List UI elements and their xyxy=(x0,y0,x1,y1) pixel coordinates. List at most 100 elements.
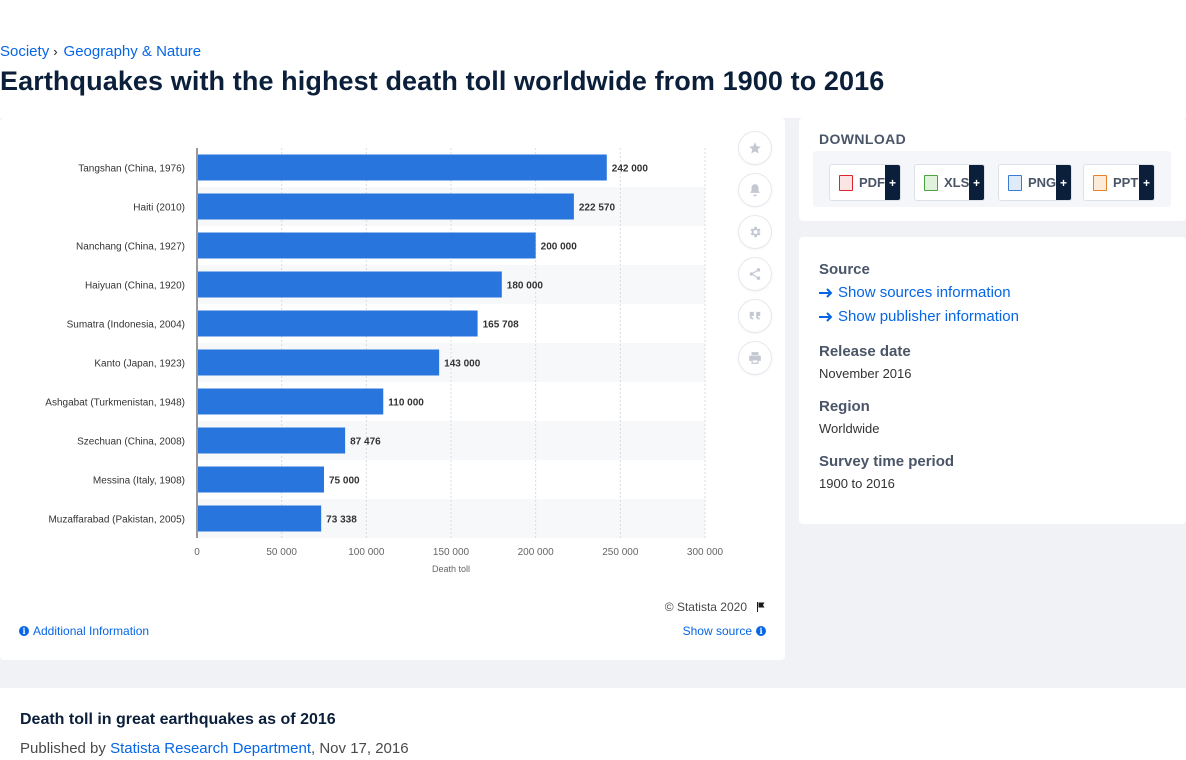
published-by-label: Published by xyxy=(20,740,106,757)
show-publisher-link[interactable]: Show publisher information xyxy=(819,308,1019,325)
show-sources-label: Show sources information xyxy=(838,284,1011,301)
ppt-file-icon xyxy=(1093,174,1107,191)
copyright-text: © Statista 2020 xyxy=(664,600,747,614)
quote-icon xyxy=(749,311,761,320)
category-label: Messina (Italy, 1908) xyxy=(93,476,185,487)
release-date-label: Release date xyxy=(819,343,911,360)
copyright-notice: © Statista 2020 xyxy=(665,600,767,614)
show-sources-link[interactable]: Show sources information xyxy=(819,284,1011,301)
bar xyxy=(198,349,440,376)
breadcrumb-separator: › xyxy=(53,44,58,59)
survey-period-label: Survey time period xyxy=(819,453,955,470)
data-label: 75 000 xyxy=(329,476,360,487)
cite-button[interactable] xyxy=(739,300,771,332)
category-label: Nanchang (China, 1927) xyxy=(76,242,185,253)
region-value: Worldwide xyxy=(819,421,880,436)
x-tick-label: 150 000 xyxy=(433,547,470,558)
x-axis-label: Death toll xyxy=(432,564,470,574)
gear-icon xyxy=(750,226,761,238)
show-publisher-label: Show publisher information xyxy=(838,308,1019,325)
additional-information-label: Additional Information xyxy=(33,624,150,638)
bell-icon xyxy=(750,184,760,197)
x-tick-label: 300 000 xyxy=(687,547,724,558)
show-source-label: Show source xyxy=(682,624,752,638)
bar xyxy=(198,193,574,220)
breadcrumb-geography-nature[interactable]: Geography & Nature xyxy=(63,43,202,60)
top-band xyxy=(0,0,1186,118)
breadcrumb-society[interactable]: Society xyxy=(0,43,50,60)
category-label: Sumatra (Indonesia, 2004) xyxy=(67,320,185,331)
arrow-right-icon xyxy=(819,311,833,322)
category-label: Ashgabat (Turkmenistan, 1948) xyxy=(45,398,185,409)
source-label: Source xyxy=(819,261,870,278)
settings-button[interactable] xyxy=(739,216,771,248)
print-button[interactable] xyxy=(739,342,771,374)
bar xyxy=(198,427,346,454)
category-label: Kanto (Japan, 1923) xyxy=(94,359,185,370)
data-label: 222 570 xyxy=(579,203,616,214)
category-label: Muzaffarabad (Pakistan, 2005) xyxy=(48,515,185,526)
data-label: 242 000 xyxy=(612,164,649,175)
survey-period-value: 1900 to 2016 xyxy=(819,476,895,491)
download-png-button[interactable]: PNG + xyxy=(998,164,1072,201)
category-label: Haiti (2010) xyxy=(133,203,185,214)
bar xyxy=(198,466,324,493)
statistic-info-card: Source Show sources information Show pub… xyxy=(799,237,1186,524)
x-tick-label: 100 000 xyxy=(348,547,385,558)
data-label: 110 000 xyxy=(388,398,424,409)
bar xyxy=(198,232,536,259)
download-ppt-button[interactable]: PPT + xyxy=(1083,164,1155,201)
bar xyxy=(198,154,607,181)
data-label: 200 000 xyxy=(541,242,578,253)
bar xyxy=(198,388,384,415)
page-title: Earthquakes with the highest death toll … xyxy=(0,66,885,96)
x-tick-label: 0 xyxy=(194,547,200,558)
download-title: DOWNLOAD xyxy=(819,131,907,147)
data-label: 165 708 xyxy=(483,320,520,331)
data-label: 87 476 xyxy=(350,437,381,448)
data-label: 143 000 xyxy=(444,359,481,370)
arrow-right-icon xyxy=(819,287,833,298)
download-xls-button[interactable]: XLS + xyxy=(914,164,985,201)
plus-icon: + xyxy=(1056,165,1071,200)
download-xls-label: XLS xyxy=(944,175,970,190)
pdf-file-icon xyxy=(839,174,853,191)
category-label: Tangshan (China, 1976) xyxy=(78,164,185,175)
share-icon xyxy=(749,268,761,280)
download-png-label: PNG xyxy=(1028,175,1057,190)
region-label: Region xyxy=(819,398,870,415)
download-pdf-label: PDF xyxy=(859,175,885,190)
chart-card: Tangshan (China, 1976) 242 000 Haiti (2010… xyxy=(0,118,785,660)
bar-chart: Tangshan (China, 1976) 242 000 Haiti (2010… xyxy=(45,148,724,574)
x-tick-label: 200 000 xyxy=(518,547,555,558)
publish-date: , Nov 17, 2016 xyxy=(311,740,409,757)
description-card: Death toll in great earthquakes as of 20… xyxy=(0,688,1186,760)
category-label: Haiyuan (China, 1920) xyxy=(85,281,185,292)
star-icon xyxy=(749,142,761,154)
download-pdf-button[interactable]: PDF + xyxy=(829,164,901,201)
data-label: 73 338 xyxy=(326,515,357,526)
download-card: DOWNLOAD PDF + XLS + PNG + PPT + xyxy=(799,118,1186,221)
description-title: Death toll in great earthquakes as of 20… xyxy=(20,711,336,728)
x-tick-label: 50 000 xyxy=(266,547,297,558)
bar xyxy=(198,505,322,532)
plus-icon: + xyxy=(885,165,900,200)
additional-information-link[interactable]: i Additional Information xyxy=(19,624,149,638)
download-ppt-label: PPT xyxy=(1113,175,1139,190)
notification-button[interactable] xyxy=(739,174,771,206)
share-button[interactable] xyxy=(739,258,771,290)
info-icon: i xyxy=(19,626,29,636)
plus-icon: + xyxy=(1139,165,1154,200)
release-date-value: November 2016 xyxy=(819,366,912,381)
show-source-link[interactable]: Show source i xyxy=(683,624,766,638)
flag-icon[interactable] xyxy=(755,601,767,613)
x-tick-label: 250 000 xyxy=(602,547,639,558)
info-icon: i xyxy=(756,626,766,636)
favorite-button[interactable] xyxy=(739,132,771,164)
category-label: Szechuan (China, 2008) xyxy=(77,437,185,448)
data-label: 180 000 xyxy=(507,281,544,292)
publisher-link[interactable]: Statista Research Department xyxy=(110,740,312,757)
xls-file-icon xyxy=(924,174,938,191)
published-by: Published by Statista Research Departmen… xyxy=(20,740,409,757)
plus-icon: + xyxy=(969,165,984,200)
